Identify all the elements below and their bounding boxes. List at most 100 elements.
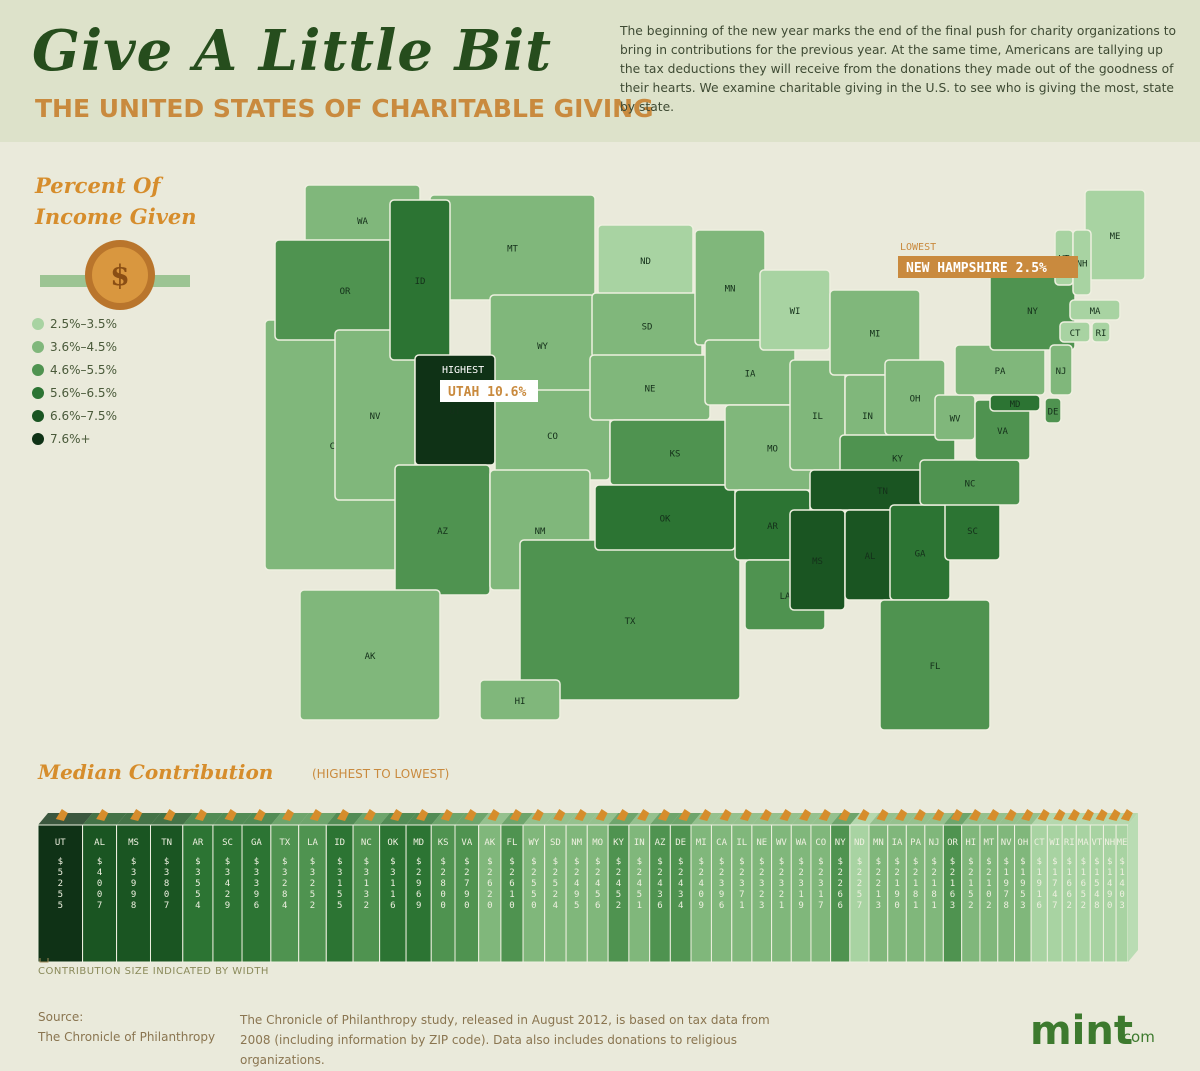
book-value: $3807 — [162, 857, 172, 912]
state-label: DE — [1048, 408, 1059, 418]
bookmark — [932, 809, 945, 821]
coin-symbol: $ — [110, 259, 129, 292]
books: UT $5255 AL $4007 MS $3998 TN $3807 AR $3554 SC $34… — [37, 809, 1138, 963]
bookmark — [595, 809, 608, 821]
book-value: $3155 — [335, 857, 345, 912]
book-value: $2452 — [613, 857, 623, 912]
book-state: HI — [965, 838, 976, 848]
book-state: WA — [796, 838, 807, 848]
book-value: $1652 — [1078, 857, 1088, 912]
book-value: $2321 — [776, 857, 786, 912]
lowest-text: NEW HAMPSHIRE 2.5% — [906, 261, 1047, 276]
book-state: NM — [571, 838, 582, 848]
book-state: CA — [716, 838, 727, 848]
legend-swatch — [32, 387, 44, 399]
book-state: KS — [438, 838, 449, 848]
book-state: TN — [161, 838, 172, 848]
book-value: $3554 — [193, 857, 203, 912]
bookmark — [739, 809, 752, 821]
state-label: LA — [780, 592, 791, 602]
map: CAWAORNVMTIDWYUTCOAZNMTXNDSDNEKSOKMNIAMO… — [264, 184, 1146, 731]
book-state: IA — [892, 838, 903, 848]
book-state: CT — [1034, 838, 1045, 848]
book-state: VT — [1091, 838, 1102, 848]
state-label: WI — [790, 307, 801, 317]
state-label: NV — [370, 412, 381, 422]
book-state: TX — [279, 838, 290, 848]
bookmark — [487, 809, 500, 821]
state-label: NM — [535, 527, 546, 537]
book-value: $2620 — [485, 857, 495, 912]
book-value: $3396 — [251, 857, 261, 912]
bookmark — [657, 809, 670, 821]
book-state: GA — [251, 838, 262, 848]
state-label: ND — [640, 257, 651, 267]
book-state: AK — [484, 838, 495, 848]
book-state: CO — [815, 838, 826, 848]
bookmark — [1004, 809, 1017, 821]
state-label: OR — [340, 287, 351, 297]
state — [989, 394, 1041, 412]
state-label: NJ — [1056, 367, 1067, 377]
source: The Chronicle of Philanthropy — [38, 1030, 216, 1044]
state-label: MA — [1090, 307, 1101, 317]
bookmark — [1067, 809, 1080, 821]
state-label: AL — [865, 552, 876, 562]
book — [149, 824, 184, 963]
book-state: NE — [756, 838, 767, 848]
book-value: $1548 — [1092, 857, 1102, 912]
bookmark — [895, 809, 908, 821]
book-value: $3116 — [388, 857, 398, 912]
median-note: (HIGHEST TO LOWEST) — [312, 767, 450, 781]
bookmark — [130, 809, 143, 821]
book — [116, 824, 151, 963]
legend-label: 2.5%–3.5% — [50, 317, 117, 331]
legend-item: 6.6%–7.5% — [32, 409, 117, 423]
book-side — [1128, 813, 1138, 962]
state-label: GA — [915, 550, 926, 560]
median-title: Median Contribution — [38, 760, 274, 784]
book-state: MA — [1078, 838, 1089, 848]
state-label: MI — [870, 330, 881, 340]
book-state: AL — [94, 838, 105, 848]
state-label: HI — [515, 697, 526, 707]
bookmark — [818, 809, 831, 821]
state-label: CT — [1070, 329, 1081, 339]
bookmark — [96, 809, 109, 821]
bookmark — [838, 809, 851, 821]
bookmark — [309, 809, 322, 821]
book-state: WV — [776, 838, 787, 848]
legend-label: 3.6%–4.5% — [50, 340, 117, 354]
book — [182, 824, 214, 963]
book-value: $2371 — [737, 857, 747, 912]
bookmark — [719, 809, 732, 821]
bookmark — [1120, 809, 1133, 821]
book-value: $2456 — [593, 857, 603, 912]
book-state: UT — [55, 838, 66, 848]
book-value: $2610 — [507, 857, 517, 912]
bookmark — [1108, 809, 1121, 821]
coin-icon: $ — [40, 240, 190, 310]
book-value: $2163 — [948, 857, 958, 912]
bookmark — [1081, 809, 1094, 821]
state — [1069, 299, 1121, 321]
book-state: KY — [613, 838, 624, 848]
book-state: IN — [634, 838, 645, 848]
bookmark — [336, 809, 349, 821]
state — [1059, 321, 1091, 343]
book-state: MT — [983, 838, 994, 848]
book-value: $1662 — [1064, 857, 1074, 912]
state-label: IL — [812, 412, 823, 422]
state-label: TX — [625, 617, 636, 627]
book-state: NV — [1001, 838, 1012, 848]
book-value: $2266 — [835, 857, 845, 912]
bookmark — [759, 809, 772, 821]
legend-item: 3.6%–4.5% — [32, 340, 117, 354]
book-state: RI — [1064, 838, 1075, 848]
bookmark — [637, 809, 650, 821]
footnote: The Chronicle of Philanthropy study, rel… — [240, 1013, 770, 1067]
bookmark — [281, 809, 294, 821]
legend-swatch — [32, 433, 44, 445]
state-label: SC — [967, 527, 978, 537]
